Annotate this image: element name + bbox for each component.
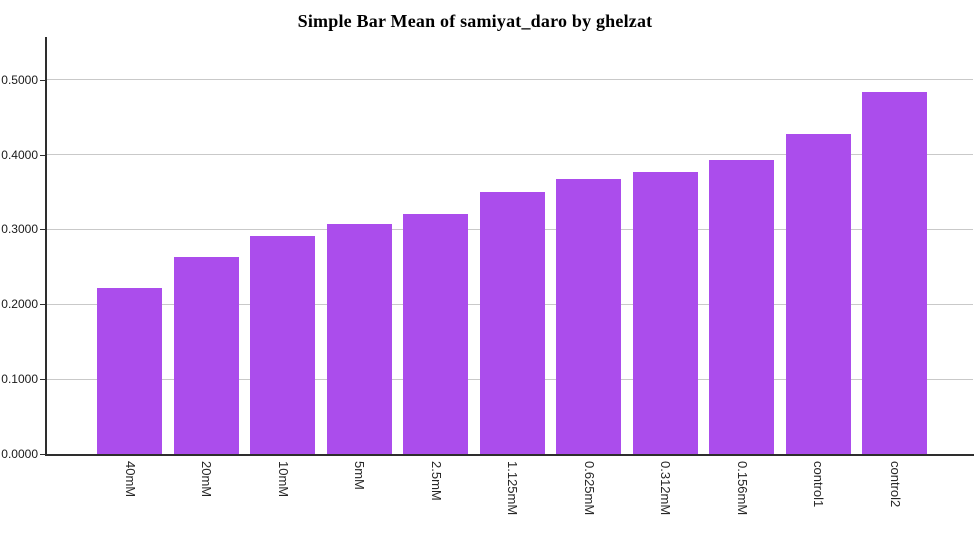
x-axis-tick-label: control2 [887, 461, 903, 508]
y-axis-tick [40, 304, 46, 306]
y-axis-tick-label: 0.4000 [1, 147, 38, 162]
y-axis-tick-label: 0.3000 [1, 222, 38, 237]
bar-control1 [785, 134, 851, 454]
bar-0.625mM [556, 179, 621, 454]
x-axis-tick-label: 0.312mM [658, 461, 673, 516]
bar-0.312mM [632, 172, 698, 454]
y-axis-tick [40, 379, 46, 381]
gridline [47, 79, 973, 81]
bar-1.125mM [479, 192, 545, 454]
x-axis-tick-label: 0.156mM [734, 461, 750, 516]
bar-10mM [250, 236, 315, 454]
y-axis-tick [40, 79, 46, 81]
y-axis-tick [40, 154, 46, 156]
x-axis-tick-label: 1.125mM [505, 461, 520, 516]
gridline [47, 154, 973, 156]
bar-2.5mM [403, 214, 468, 454]
x-axis-tick-label: 10mM [275, 461, 291, 498]
y-axis-tick [40, 229, 46, 231]
x-axis-tick-label: 20mM [199, 461, 214, 498]
y-axis-line [45, 37, 47, 456]
bar-control2 [862, 92, 927, 454]
y-axis-tick-label: 0.1000 [1, 372, 38, 387]
bar-0.156mM [709, 160, 774, 454]
x-axis-tick-label: 0.625mM [581, 461, 597, 516]
bar-20mM [173, 257, 239, 454]
x-axis-tick-label: 40mM [122, 461, 138, 498]
x-axis-tick-label: 2.5mM [428, 461, 444, 501]
y-axis-tick-label: 0.5000 [1, 72, 38, 87]
y-axis-tick-label: 0.2000 [1, 297, 38, 312]
x-axis-line [45, 454, 974, 456]
plot-area [47, 37, 973, 454]
x-axis-tick-label: 5mM [352, 461, 367, 490]
x-axis-tick-label: control1 [811, 461, 826, 508]
bar-40mM [97, 288, 162, 454]
y-axis-tick-label: 0.0000 [1, 447, 38, 461]
y-axis-tick [40, 454, 46, 455]
chart-title: Simple Bar Mean of samiyat_daro by ghelz… [297, 11, 653, 31]
bar-5mM [326, 224, 392, 454]
